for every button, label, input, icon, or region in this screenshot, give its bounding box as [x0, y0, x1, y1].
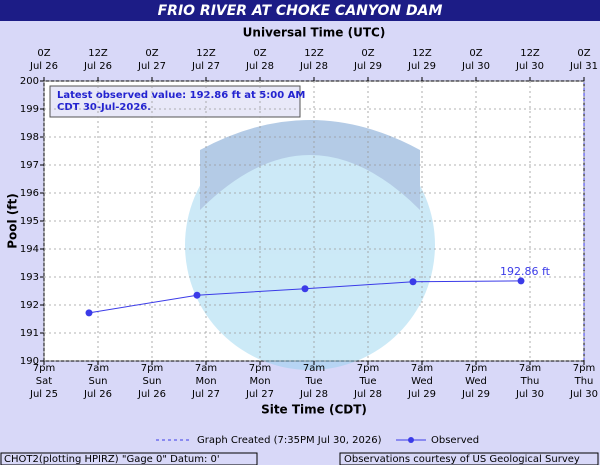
x-tick-label: Jul 27 [245, 389, 274, 400]
footer-box [0, 452, 258, 465]
x-tick-label: Thu [520, 376, 540, 387]
x-tick-label: Jul 30 [515, 389, 544, 400]
point [409, 278, 417, 286]
x-tick-label: 7am [519, 363, 541, 374]
annotation-box [49, 85, 301, 118]
x-tick-label: 7am [303, 363, 325, 374]
point [301, 285, 309, 293]
watermark [185, 120, 435, 370]
x-tick-label: 7pm [249, 363, 271, 374]
top-tick-label: Jul 31 [569, 61, 598, 72]
x-tick-label: Jul 29 [461, 389, 490, 400]
top-tick-label: 0Z [253, 48, 266, 59]
value-label: 192.86 ft [500, 265, 551, 278]
x-tick-label: 7pm [573, 363, 595, 374]
x-tick-label: Wed [465, 376, 487, 387]
chart-title: FRIO RIVER AT CHOKE CANYON DAM [158, 3, 443, 19]
y-tick-label: 197 [20, 160, 39, 171]
top-tick-label: Jul 26 [83, 61, 112, 72]
top-tick-label: Jul 28 [299, 61, 328, 72]
point [85, 309, 93, 317]
footer-right: Observations courtesy of US Geological S… [344, 454, 580, 465]
x-tick-label: Jul 28 [299, 389, 328, 400]
top-tick-label: Jul 26 [29, 61, 58, 72]
y-tick-label: 196 [20, 188, 39, 199]
y-tick-label: 192 [20, 300, 39, 311]
x-tick-label: Jul 30 [569, 389, 598, 400]
x-tick-label: Tue [358, 376, 376, 387]
y-tick-label: 194 [20, 244, 39, 255]
top-tick-label: 0Z [145, 48, 158, 59]
y-tick-label: 190 [20, 356, 39, 367]
legend-marker [408, 437, 414, 443]
top-tick-label: 12Z [304, 48, 324, 59]
top-tick-label: 12Z [412, 48, 432, 59]
x-axis-title: Site Time (CDT) [261, 403, 367, 417]
y-tick-label: 199 [20, 104, 39, 115]
x-tick-label: Jul 27 [191, 389, 220, 400]
y-tick-label: 198 [20, 132, 39, 143]
top-tick-label: Jul 29 [353, 61, 382, 72]
top-tick-label: Jul 27 [137, 61, 166, 72]
point [517, 277, 525, 285]
top-tick-label: 0Z [577, 48, 590, 59]
y-tick-label: 191 [20, 328, 39, 339]
point [193, 291, 201, 299]
x-tick-label: Jul 26 [137, 389, 166, 400]
y-axis-title: Pool (ft) [6, 193, 20, 249]
x-tick-label: Jul 26 [83, 389, 112, 400]
legend-label: Observed [431, 435, 479, 446]
x-tick-label: Mon [195, 376, 216, 387]
top-tick-label: 12Z [196, 48, 216, 59]
watermark-circle [185, 120, 435, 370]
x-tick-label: Thu [574, 376, 594, 387]
top-tick-label: Jul 27 [191, 61, 220, 72]
x-tick-label: 7pm [357, 363, 379, 374]
top-tick-label: 0Z [361, 48, 374, 59]
x-tick-label: Wed [411, 376, 433, 387]
x-tick-label: Jul 25 [29, 389, 58, 400]
y-tick-label: 195 [20, 216, 39, 227]
legend-label: Graph Created (7:35PM Jul 30, 2026) [197, 435, 382, 446]
x-tick-label: Sun [88, 376, 107, 387]
top-tick-label: Jul 29 [407, 61, 436, 72]
top-tick-label: Jul 30 [461, 61, 490, 72]
top-tick-label: 0Z [469, 48, 482, 59]
y-tick-label: 193 [20, 272, 39, 283]
x-tick-label: 7am [87, 363, 109, 374]
x-tick-label: Sun [142, 376, 161, 387]
x-tick-label: 7pm [33, 363, 55, 374]
y-tick-label: 200 [20, 76, 39, 87]
footer-box [339, 452, 599, 465]
x-tick-label: 7am [195, 363, 217, 374]
top-tick-label: Jul 30 [515, 61, 544, 72]
x-tick-label: Mon [249, 376, 270, 387]
top-tick-label: 12Z [88, 48, 108, 59]
x-tick-label: 7am [411, 363, 433, 374]
watermark-shape [200, 120, 420, 210]
annotation-line: Latest observed value: 192.86 ft at 5:00… [57, 90, 305, 101]
annotation-line: CDT 30-Jul-2026. [57, 102, 151, 113]
x-tick-label: Jul 28 [353, 389, 382, 400]
x-tick-label: 7pm [465, 363, 487, 374]
footer-left: CHOT2(plotting HPIRZ) "Gage 0" Datum: 0' [4, 454, 220, 465]
top-tick-label: 12Z [520, 48, 540, 59]
x-tick-label: Sat [36, 376, 52, 387]
title-bar [0, 0, 600, 21]
top-axis-title: Universal Time (UTC) [243, 26, 386, 40]
x-tick-label: 7pm [141, 363, 163, 374]
x-tick-label: Jul 29 [407, 389, 436, 400]
top-tick-label: 0Z [37, 48, 50, 59]
x-tick-label: Tue [304, 376, 322, 387]
top-tick-label: Jul 28 [245, 61, 274, 72]
